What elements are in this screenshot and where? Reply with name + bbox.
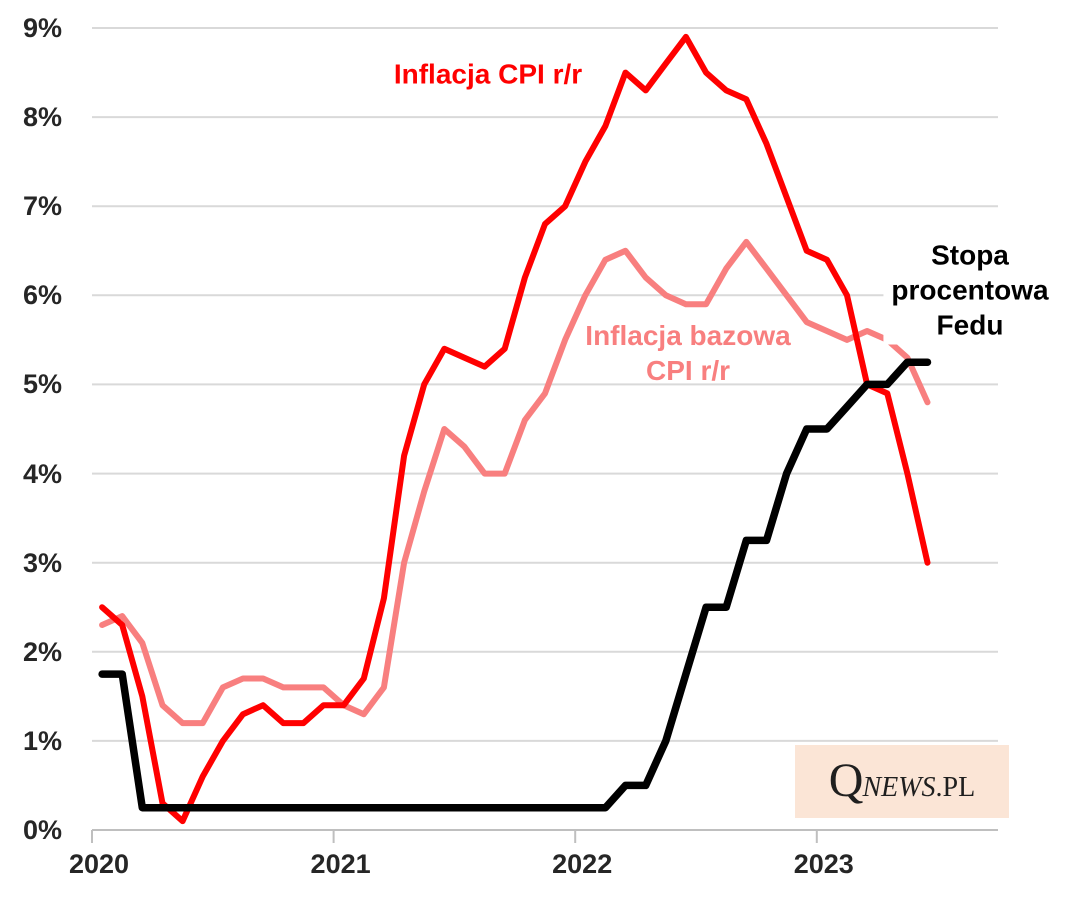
series-label-fed-rate: Stopa procentowa Fedu: [883, 235, 1057, 345]
y-tick-label: 6%: [22, 280, 62, 311]
series-label-fed-line2: procentowa: [891, 274, 1049, 306]
y-tick-label: 0%: [22, 815, 62, 845]
y-tick-label: 5%: [22, 369, 62, 400]
series-line-1: [99, 238, 931, 727]
y-tick-label: 1%: [22, 725, 62, 756]
series-label-cpi-text: Inflacja CPI r/r: [393, 58, 583, 90]
y-tick-label: 7%: [22, 191, 62, 222]
series-label-cpi: Inflacja CPI r/r: [394, 57, 582, 92]
y-tick-label: 8%: [22, 102, 62, 133]
logo-q-letter: Q: [828, 754, 864, 807]
x-tick-label: 2023: [793, 849, 854, 879]
series-label-core-line1: Inflacja bazowa: [585, 320, 791, 351]
series-line-2: [98, 358, 932, 812]
y-tick-label: 4%: [22, 458, 62, 489]
y-tick-label: 9%: [22, 13, 62, 43]
x-tick-label: 2020: [68, 849, 130, 879]
y-tick-label: 3%: [22, 547, 62, 578]
logo-news-text: NEWS: [862, 772, 936, 803]
logo-pl-text: .PL: [935, 772, 976, 803]
series-label-fed-line3: Fedu: [936, 309, 1004, 341]
series-label-core-cpi: Inflacja bazowa CPI r/r: [585, 318, 790, 388]
series-label-fed-line1: Stopa: [931, 239, 1009, 271]
series-line-0: [99, 33, 931, 825]
series-label-core-line2: CPI r/r: [645, 355, 731, 386]
x-tick-label: 2021: [310, 849, 371, 879]
qnews-watermark: QNEWS.PL: [795, 745, 1009, 818]
x-tick-label: 2022: [552, 849, 613, 879]
y-tick-label: 2%: [22, 636, 62, 667]
